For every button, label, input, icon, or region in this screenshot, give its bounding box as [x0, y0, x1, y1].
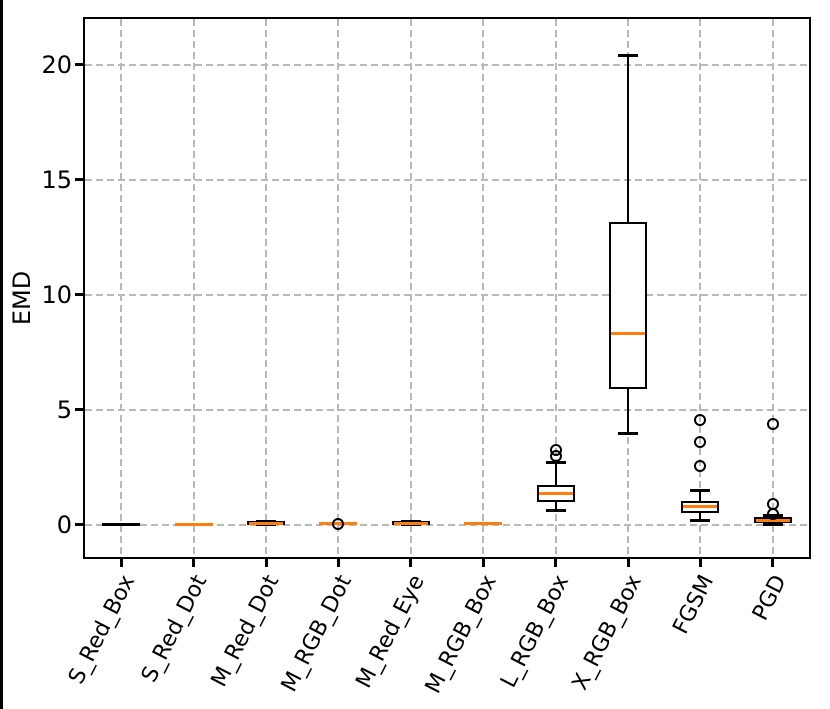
box-X_RGB_Box: [609, 222, 647, 390]
whisker-cap-upper-FGSM: [690, 489, 711, 493]
x-tick: [192, 557, 196, 567]
v-gridline: [409, 19, 412, 557]
whisker-cap-lower-FGSM: [690, 519, 711, 523]
x-tick: [771, 557, 775, 567]
median-X_RGB_Box: [611, 332, 645, 336]
h-gridline: [85, 293, 809, 296]
x-tick: [626, 557, 630, 567]
x-tick-label-FGSM: FGSM: [668, 571, 719, 639]
outlier-M_RGB_Dot: [332, 517, 345, 530]
y-tick-label: 15: [41, 165, 72, 194]
x-tick-label-M_Red_Eye: M_Red_Eye: [351, 571, 430, 693]
x-tick: [119, 557, 123, 567]
v-gridline: [554, 19, 557, 557]
v-gridline: [699, 19, 702, 557]
whisker-lower-L_RGB_Box: [554, 501, 557, 511]
v-gridline: [192, 19, 195, 557]
outlier-FGSM: [694, 414, 707, 427]
h-gridline: [85, 178, 809, 181]
y-tick: [75, 293, 85, 297]
x-tick-label-X_RGB_Box: X_RGB_Box: [567, 571, 647, 695]
whisker-cap-lower-X_RGB_Box: [618, 432, 638, 436]
median-S_Red_Dot: [174, 523, 213, 527]
outlier-L_RGB_Box: [549, 443, 562, 456]
median-M_RGB_Box: [464, 522, 503, 526]
outlier-PGD: [766, 498, 779, 511]
outlier-FGSM: [694, 436, 707, 449]
y-tick-label: 5: [56, 395, 72, 424]
v-gridline: [771, 19, 774, 557]
x-tick-label-M_Red_Dot: M_Red_Dot: [206, 571, 285, 691]
median-L_RGB_Box: [538, 491, 573, 495]
v-gridline: [120, 19, 123, 557]
y-tick: [75, 178, 85, 182]
median-M_Red_Eye: [393, 522, 428, 526]
h-gridline: [85, 63, 809, 66]
y-tick-label: 10: [41, 280, 72, 309]
h-gridline: [85, 408, 809, 411]
whisker-upper-X_RGB_Box: [627, 55, 629, 223]
x-tick-label-M_RGB_Box: M_RGB_Box: [420, 571, 502, 698]
y-tick-label: 0: [56, 510, 72, 539]
whisker-cap-lower-PGD: [762, 522, 783, 526]
whisker-cap-upper-L_RGB_Box: [545, 461, 566, 464]
window-left-border: [0, 0, 3, 709]
x-tick: [481, 557, 485, 567]
x-tick: [698, 557, 702, 567]
x-tick: [554, 557, 558, 567]
median-PGD: [755, 518, 790, 522]
whisker-lower-X_RGB_Box: [627, 389, 629, 434]
x-tick-label-PGD: PGD: [747, 571, 792, 625]
median-M_Red_Dot: [249, 522, 283, 526]
whisker-cap-lower-L_RGB_Box: [545, 509, 566, 513]
x-tick: [264, 557, 268, 567]
x-tick-label-S_Red_Box: S_Red_Box: [63, 571, 140, 689]
y-tick: [75, 63, 85, 67]
v-gridline: [265, 19, 267, 557]
median-S_Red_Box: [102, 523, 141, 527]
y-tick: [75, 523, 85, 527]
x-tick: [336, 557, 340, 567]
whisker-upper-FGSM: [699, 490, 702, 501]
whisker-upper-L_RGB_Box: [554, 462, 557, 485]
y-tick: [75, 408, 85, 412]
v-gridline: [337, 19, 340, 557]
x-tick-label-M_RGB_Dot: M_RGB_Dot: [276, 571, 357, 696]
outlier-PGD: [766, 417, 779, 430]
y-tick-label: 20: [41, 50, 72, 79]
outlier-FGSM: [694, 460, 707, 473]
whisker-cap-upper-X_RGB_Box: [618, 54, 638, 58]
x-tick: [409, 557, 413, 567]
v-gridline: [482, 19, 485, 557]
median-FGSM: [683, 504, 718, 508]
x-tick-label-S_Red_Dot: S_Red_Dot: [136, 571, 213, 687]
h-gridline: [85, 523, 809, 526]
whisker-lower-FGSM: [699, 513, 702, 521]
x-tick-label-L_RGB_Box: L_RGB_Box: [496, 571, 575, 692]
